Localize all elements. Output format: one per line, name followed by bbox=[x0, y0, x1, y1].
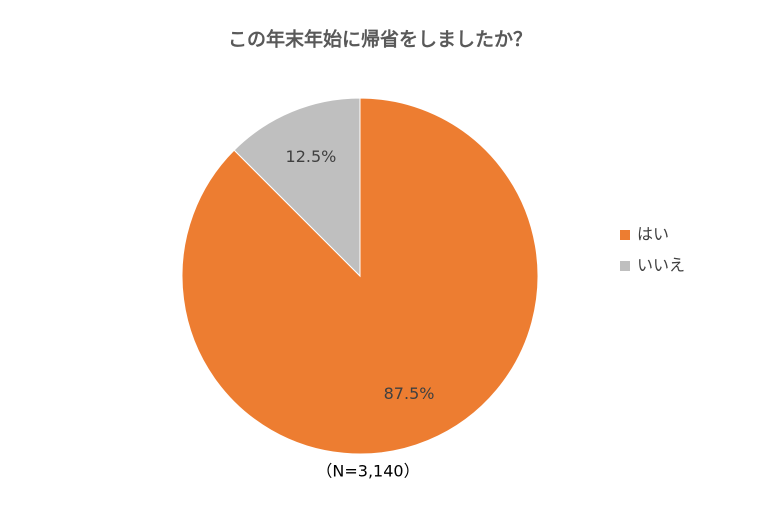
chart-title: この年末年始に帰省をしましたか？ bbox=[228, 28, 532, 51]
legend-label: はい bbox=[637, 225, 669, 244]
legend-swatch bbox=[620, 261, 630, 271]
legend-swatch bbox=[620, 230, 630, 240]
annotation: （N=3,140） bbox=[316, 462, 419, 481]
legend-label: いいえ bbox=[637, 256, 685, 275]
data-label: 87.5% bbox=[384, 384, 435, 403]
pie-slice bbox=[233, 97, 361, 278]
data-label: 12.5% bbox=[286, 147, 337, 166]
